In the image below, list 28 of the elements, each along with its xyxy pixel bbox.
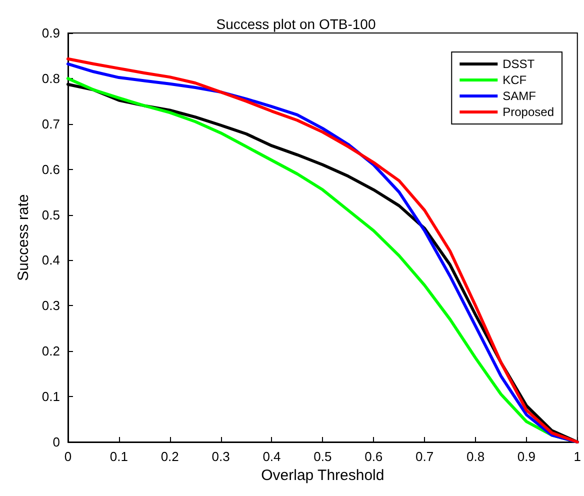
legend-label: KCF <box>502 73 527 87</box>
y-tick-label: 0.8 <box>42 70 60 86</box>
y-axis-title: Success rate <box>15 194 32 281</box>
y-tick-label: 0.1 <box>42 389 60 404</box>
x-tick-label: 0.3 <box>212 449 230 464</box>
x-tick-label: 0.7 <box>416 449 434 464</box>
x-tick-label: 0.9 <box>517 449 536 464</box>
legend-label: Proposed <box>502 105 554 119</box>
x-tick-label: 0.2 <box>160 449 179 464</box>
x-axis-title: Overlap Threshold <box>261 467 384 484</box>
x-tick-label: 0.6 <box>364 449 383 464</box>
y-tick-label: 0.4 <box>42 252 60 268</box>
x-tick-label: 0.1 <box>110 449 128 464</box>
y-tick-label: 0.5 <box>42 207 60 222</box>
legend-label: SAMF <box>502 89 536 103</box>
x-tick-label: 0.5 <box>314 449 332 464</box>
y-tick-label: 0.2 <box>42 344 60 359</box>
chart-title: Success plot on OTB-100 <box>216 16 376 32</box>
x-tick-label: 0.4 <box>262 449 281 464</box>
y-tick-label: 0.3 <box>42 298 60 314</box>
y-tick-label: 0.6 <box>42 162 60 177</box>
x-tick-label: 1 <box>574 449 581 464</box>
legend-label: DSST <box>502 57 536 71</box>
y-tick-label: 0.9 <box>42 26 60 40</box>
y-tick-label: 0 <box>52 434 60 450</box>
y-tick-label: 0.7 <box>42 116 60 132</box>
x-tick-label: 0 <box>64 449 72 464</box>
x-tick-label: 0.8 <box>466 449 485 464</box>
